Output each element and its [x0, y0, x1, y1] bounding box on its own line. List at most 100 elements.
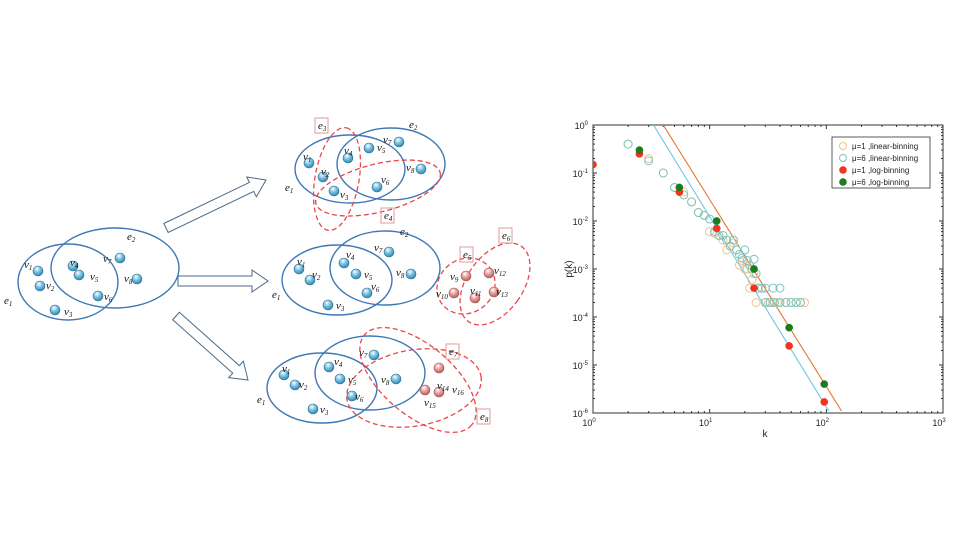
node-v1	[303, 157, 315, 169]
hyperedge-e1	[294, 134, 406, 204]
series-1-point	[745, 283, 755, 293]
arrow-shape	[177, 269, 269, 293]
edge-label-e1: e1	[257, 394, 265, 407]
edge-label-e1: e1	[285, 182, 293, 195]
series-4-point	[785, 323, 793, 332]
node-v2	[304, 274, 316, 286]
node-label-v3: v3	[64, 306, 73, 319]
node-label-v7: v7	[374, 242, 383, 255]
series-3-point	[820, 398, 829, 406]
arrow-icon	[163, 176, 267, 234]
node-v7	[383, 246, 395, 258]
legend-entry: μ=1 ,log-binning	[852, 166, 909, 175]
series-2-point	[770, 298, 780, 308]
hyperedge-e1	[17, 243, 119, 321]
edge-label-e3: e3	[318, 120, 327, 133]
series-2-point	[775, 298, 785, 308]
series-2-point	[623, 139, 633, 149]
series-1-point	[768, 298, 778, 308]
legend-entry: μ=6 ,linear-binning	[852, 154, 918, 163]
series-1-point	[753, 283, 763, 293]
node-v1	[278, 369, 290, 381]
series-2-point	[781, 298, 791, 308]
node-label-v6: v6	[381, 174, 390, 187]
edge-label-e2: e2	[127, 231, 136, 244]
edge-label-box	[445, 343, 460, 360]
node-v4	[67, 260, 79, 272]
hyperedge-e2	[314, 335, 426, 411]
node-label-v1: v1	[297, 256, 305, 269]
series-2-point	[732, 245, 742, 255]
arrow-icon	[171, 311, 249, 381]
node-v7	[393, 136, 405, 148]
hyperedge-e3	[312, 126, 362, 232]
series-1-point	[718, 235, 728, 245]
series-1-point	[772, 298, 782, 308]
series-1-point	[714, 230, 724, 240]
edge-label-e5: e5	[463, 249, 472, 262]
series-1-point	[734, 260, 744, 270]
node-v6	[361, 287, 373, 299]
hyperedge-e1	[281, 244, 393, 316]
series-1-point	[760, 298, 770, 308]
series-2-point	[749, 254, 759, 264]
edge-label-box	[459, 246, 474, 263]
hyperedge-e2	[329, 230, 441, 306]
series-1-point	[781, 298, 791, 308]
series-2-point	[765, 298, 775, 308]
series-2-point	[687, 197, 697, 207]
arrow-shape	[163, 176, 267, 234]
node-v4	[323, 361, 335, 373]
series-2-point	[679, 190, 689, 200]
x-tick-label: 101	[699, 418, 713, 428]
series-2-point	[728, 235, 738, 245]
hyperedge-e8	[359, 326, 477, 434]
series-2-point	[693, 208, 703, 218]
node-v12	[483, 267, 495, 279]
node-label-v4: v4	[346, 249, 355, 262]
series-1-point	[791, 298, 801, 308]
node-label-v1: v1	[282, 363, 290, 376]
series-1-point	[725, 241, 735, 251]
node-v6	[346, 390, 358, 402]
hyperedge-e2	[336, 127, 446, 201]
edge-label-e8: e8	[480, 411, 489, 424]
node-v5	[73, 269, 85, 281]
node-v4	[338, 257, 350, 269]
series-2-point	[745, 260, 755, 270]
node-label-v2: v2	[321, 166, 330, 179]
node-v10	[448, 287, 460, 299]
series-3-point	[785, 342, 793, 350]
node-label-v15: v15	[424, 397, 436, 410]
node-label-v10: v10	[436, 288, 448, 301]
node-label-v5: v5	[90, 271, 99, 284]
node-v6	[371, 181, 383, 193]
edge-label-box	[380, 207, 395, 224]
node-v15	[419, 384, 431, 396]
y-tick-label: 10-4	[573, 313, 589, 323]
hyperedge-e7	[346, 348, 482, 428]
series-2-point	[658, 168, 668, 178]
legend-marker	[839, 154, 847, 162]
series-1-point	[722, 245, 732, 255]
node-v8	[405, 268, 417, 280]
node-v3	[49, 304, 61, 316]
node-label-v4: v4	[344, 145, 353, 158]
series-2-point	[740, 245, 750, 255]
node-label-v6: v6	[355, 391, 364, 404]
node-v1	[32, 265, 44, 277]
legend: μ=1 ,linear-binning μ=6 ,linear-binning μ=…	[831, 136, 931, 189]
series-2-point	[775, 283, 785, 293]
node-label-v16: v16	[452, 384, 464, 397]
series-4-point	[675, 183, 684, 192]
series-2-point	[757, 283, 767, 293]
edge-label-e6: e6	[502, 230, 511, 243]
series-2-point	[768, 283, 778, 293]
node-label-v2: v2	[46, 280, 55, 293]
edge-label-box	[476, 408, 491, 425]
edge-label-box	[314, 117, 329, 134]
edge-label-e1: e1	[4, 295, 12, 308]
node-label-v14: v14	[437, 380, 449, 393]
series-1-point	[705, 227, 715, 237]
